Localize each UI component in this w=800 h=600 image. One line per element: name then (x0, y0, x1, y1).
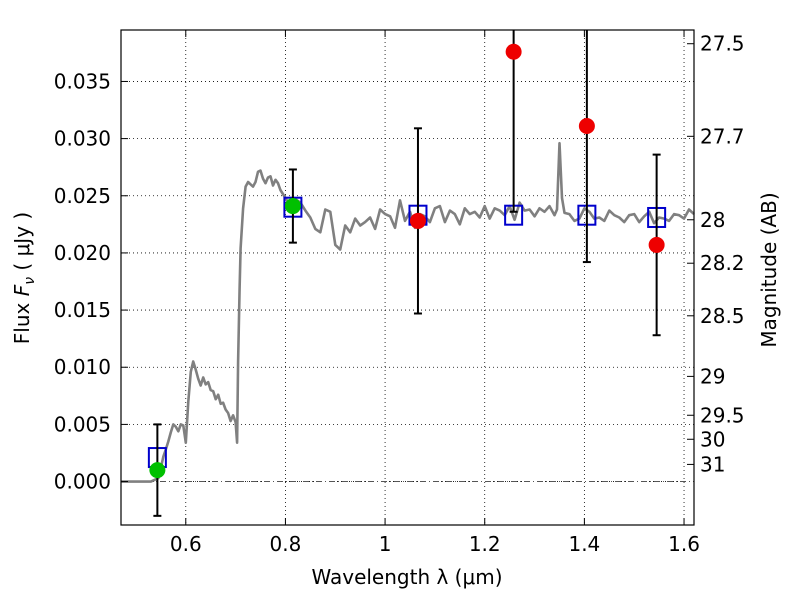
ticks: 0.6 0.8 1 1.2 1.4 1.6 0.000 0.005 0.010 0.015 0.02… (54, 30, 745, 556)
y-tick-label: 0.020 (54, 241, 111, 265)
y2-tick-label: 31 (700, 452, 725, 476)
x-axis-title: Wavelength λ (μm) (311, 565, 502, 589)
y2-tick-label: 30 (700, 427, 725, 451)
plot-frame (120, 29, 695, 526)
y-tick-label: 0.030 (54, 127, 111, 151)
y2-tick-label: 27.5 (700, 32, 745, 56)
y-tick-label: 0.005 (54, 412, 111, 436)
y-tick-label: 0.000 (54, 470, 111, 494)
y-tick-label: 0.015 (54, 298, 111, 322)
y-axis-title-symbol: F (10, 284, 34, 296)
y2-tick-label: 29 (700, 364, 725, 388)
y-axis-title-subscript: ν (22, 277, 38, 285)
x-tick-label: 1 (379, 532, 392, 556)
y2-axis-title: Magnitude (AB) (757, 192, 781, 347)
y-tick-label: 0.010 (54, 355, 111, 379)
plot-background (121, 30, 694, 525)
detection-point (284, 198, 301, 215)
photometry-point (409, 212, 426, 229)
series (121, 30, 695, 517)
photometry-point (578, 118, 595, 135)
y2-tick-label: 28.5 (700, 304, 745, 328)
y2-tick-label: 28 (700, 208, 725, 232)
photometry-point (505, 43, 522, 60)
y2-tick-label: 28.2 (700, 251, 745, 275)
y-axis-title-units: ( μJy ) (10, 212, 34, 277)
x-tick-label: 1.2 (469, 532, 501, 556)
x-tick-label: 1.4 (568, 532, 600, 556)
y2-tick-label: 27.7 (700, 124, 745, 148)
x-tick-label: 0.6 (170, 532, 202, 556)
x-tick-label: 0.8 (270, 532, 302, 556)
y-axis-title-prefix: Flux (10, 296, 34, 344)
detection-point (149, 462, 166, 479)
y-tick-label: 0.035 (54, 69, 111, 93)
y-tick-label: 0.025 (54, 184, 111, 208)
y2-tick-label: 29.5 (700, 403, 745, 427)
photometry-point (648, 236, 665, 253)
spectrum-line (121, 141, 695, 483)
x-tick-label: 1.6 (668, 532, 700, 556)
y-axis-title: Flux Fν ( μJy ) (10, 212, 38, 344)
